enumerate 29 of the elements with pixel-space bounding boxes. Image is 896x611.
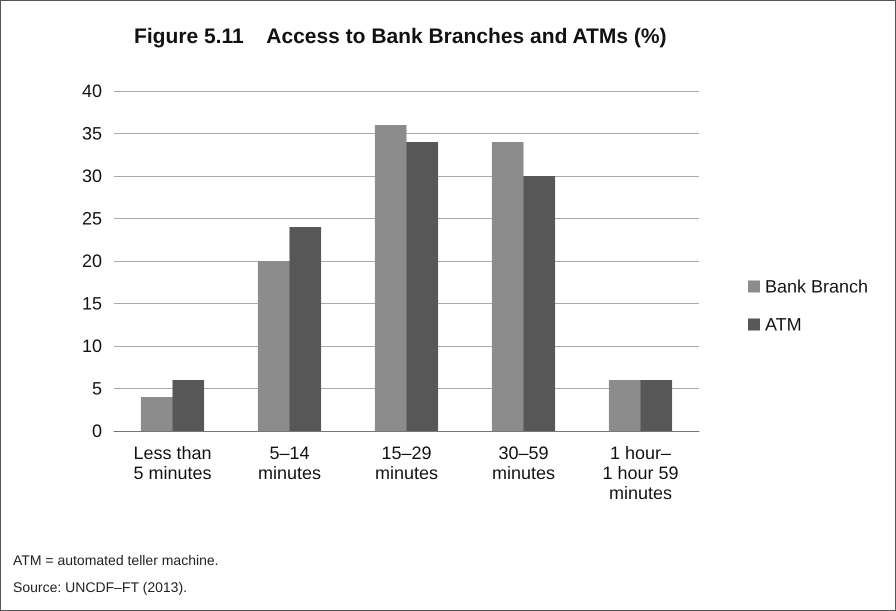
bar: [290, 227, 322, 431]
x-tick-label: 30–59 minutes: [492, 443, 556, 483]
x-tick-label: Less than 5 minutes: [133, 443, 212, 483]
chart-title: Figure 5.11 Access to Bank Branches and ATMs (%): [134, 25, 667, 48]
y-tick-label: 40: [82, 81, 102, 101]
y-tick-label: 0: [92, 421, 102, 441]
legend-label: Bank Branch: [765, 276, 868, 296]
text: ATM = automated teller machine.: [13, 552, 219, 568]
y-tick-label: 25: [82, 208, 102, 228]
bar: [524, 176, 556, 431]
y-tick-label: 5: [92, 378, 102, 398]
bar: [492, 142, 524, 431]
x-tick-label: 1 hour– 1 hour 59 minutes: [602, 443, 679, 503]
y-tick-label: 20: [82, 251, 102, 271]
x-tick-label: 15–29 minutes: [374, 443, 438, 483]
y-tick-label: 10: [82, 336, 102, 356]
bar: [172, 380, 204, 431]
y-tick-label: 35: [82, 124, 102, 144]
y-tick-label: 15: [82, 294, 102, 314]
bar: [406, 142, 438, 431]
bar: [608, 380, 640, 431]
bar: [140, 397, 172, 431]
y-tick-label: 30: [82, 166, 102, 186]
legend-label: ATM: [765, 314, 802, 334]
source-note: Source: UNCDF–FT (2013).: [13, 579, 188, 595]
bar: [374, 125, 406, 431]
bar: [640, 380, 672, 431]
x-tick-label: 5–14 minutes: [258, 443, 322, 483]
bar: [258, 261, 290, 431]
